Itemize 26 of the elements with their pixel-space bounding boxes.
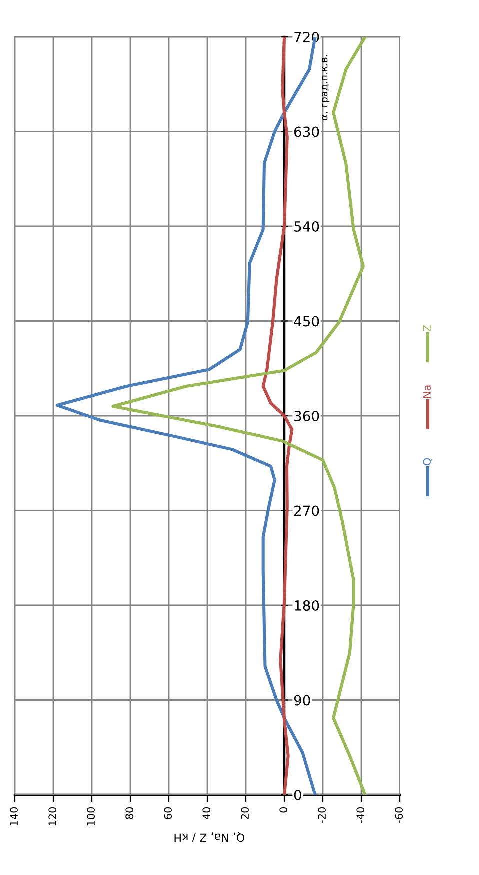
y-tick-label: 720	[294, 32, 320, 42]
x-tick-label: 40	[202, 807, 211, 820]
x-tick-label: 100	[87, 808, 96, 826]
text: Na	[423, 386, 432, 398]
x-tick-label: 60	[164, 807, 172, 820]
y-tick-label: 630	[294, 126, 320, 138]
text: Z	[423, 325, 431, 332]
y-tick-label: 360	[294, 410, 320, 422]
x-tick-label: 0	[280, 807, 288, 813]
x-tick-label: 120	[48, 808, 57, 826]
y-tick-label: 540	[294, 221, 320, 232]
text: Q	[423, 458, 432, 466]
x-axis-title: Q, Na, Z / кН	[174, 832, 245, 842]
y-axis-title: α, град.п.к.в.	[322, 55, 330, 120]
x-tick-label: -40	[356, 807, 365, 824]
y-tick-label: 180	[295, 600, 320, 611]
y-tick-label: 90	[294, 695, 310, 706]
y-tick-label: 270	[294, 506, 320, 516]
y-tick-label: 0	[294, 790, 302, 800]
x-tick-label: 80	[126, 807, 134, 820]
x-tick-label: 140	[10, 808, 18, 826]
x-tick-label: -60	[395, 807, 404, 824]
y-tick-label: 450	[294, 316, 320, 327]
line-series	[262, 37, 294, 795]
x-tick-label: 20	[241, 807, 250, 820]
x-tick-label: -20	[318, 807, 326, 824]
